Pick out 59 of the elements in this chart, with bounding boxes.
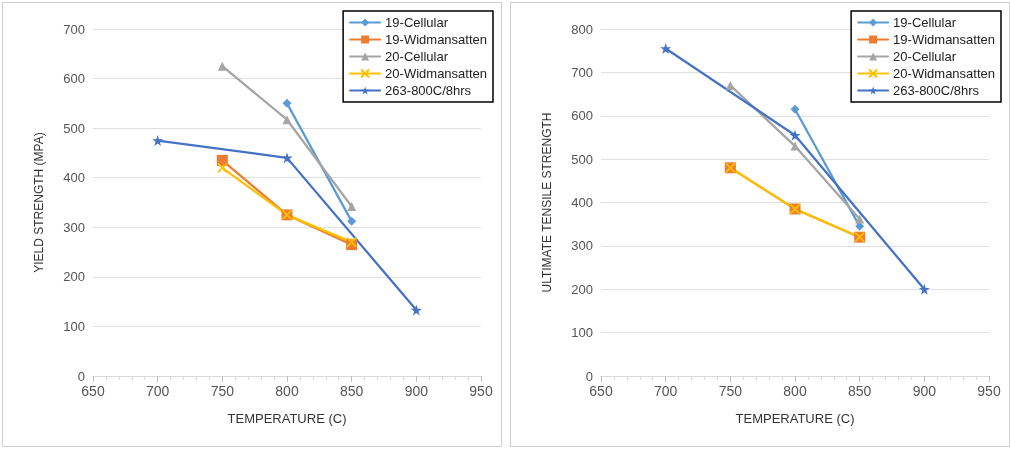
point xyxy=(216,162,228,174)
legend-label: 263-800C/8hrs xyxy=(385,83,472,98)
point xyxy=(918,283,930,295)
x-tick-label: 750 xyxy=(210,383,235,399)
y-tick-label: 400 xyxy=(63,170,85,186)
x-tick-label: 950 xyxy=(977,383,1001,399)
legend-label: 263-800C/8hrs xyxy=(893,83,980,98)
x-tick-label: 800 xyxy=(783,383,807,399)
point xyxy=(725,80,735,90)
x-tick-label: 700 xyxy=(145,383,170,399)
y-tick-label: 0 xyxy=(77,368,85,384)
y-tick-label: 100 xyxy=(571,325,593,341)
point xyxy=(347,216,357,226)
point xyxy=(217,61,227,71)
x-tick-label: 900 xyxy=(404,383,429,399)
y-tick-label: 500 xyxy=(63,120,85,136)
x-tick-label: 850 xyxy=(339,383,364,399)
point xyxy=(789,129,801,141)
y-tick-label: 200 xyxy=(63,269,85,285)
y-tick-label: 600 xyxy=(571,108,593,124)
x-tick-label: 650 xyxy=(81,383,105,399)
point xyxy=(282,98,292,108)
point xyxy=(790,104,800,114)
x-tick-label: 650 xyxy=(589,383,613,399)
y-tick-label: 500 xyxy=(571,151,593,167)
y-tick-label: 200 xyxy=(571,281,593,297)
legend-label: 19-Cellular xyxy=(893,15,957,30)
x-tick-label: 900 xyxy=(912,383,937,399)
y-axis-title: ULTIMATE TENSILE STRENGTH xyxy=(540,112,554,293)
legend-label: 20-Widmansatten xyxy=(893,66,996,81)
y-tick-label: 300 xyxy=(571,238,593,254)
y-tick-label: 600 xyxy=(63,71,85,87)
y-tick-label: 700 xyxy=(63,21,85,37)
legend-label: 19-Widmansatten xyxy=(893,32,996,47)
x-axis-title: TEMPERATURE (C) xyxy=(227,411,347,426)
y-tick-label: 300 xyxy=(63,219,85,235)
point xyxy=(282,115,292,125)
point xyxy=(660,43,672,55)
point xyxy=(347,201,357,211)
y-tick-label: 400 xyxy=(571,195,593,210)
y-tick-label: 0 xyxy=(585,368,593,384)
legend-label: 20-Cellular xyxy=(893,49,957,64)
x-tick-label: 950 xyxy=(469,383,493,399)
x-tick-label: 700 xyxy=(653,383,678,399)
x-axis-title: TEMPERATURE (C) xyxy=(735,411,855,426)
point xyxy=(410,304,422,316)
y-tick-label: 800 xyxy=(571,21,593,37)
legend-label: 19-Cellular xyxy=(385,15,449,30)
x-tick-label: 850 xyxy=(847,383,872,399)
legend-label: 20-Widmansatten xyxy=(385,66,488,81)
legend-label: 20-Cellular xyxy=(385,49,449,64)
legend-label: 19-Widmansatten xyxy=(385,32,488,47)
x-tick-label: 750 xyxy=(718,383,743,399)
y-axis-title: YIELD STRENGTH (MPA) xyxy=(32,132,46,273)
y-tick-label: 100 xyxy=(63,318,85,334)
point xyxy=(790,141,800,151)
x-tick-label: 800 xyxy=(275,383,299,399)
point xyxy=(152,135,164,147)
y-tick-label: 700 xyxy=(571,64,593,80)
